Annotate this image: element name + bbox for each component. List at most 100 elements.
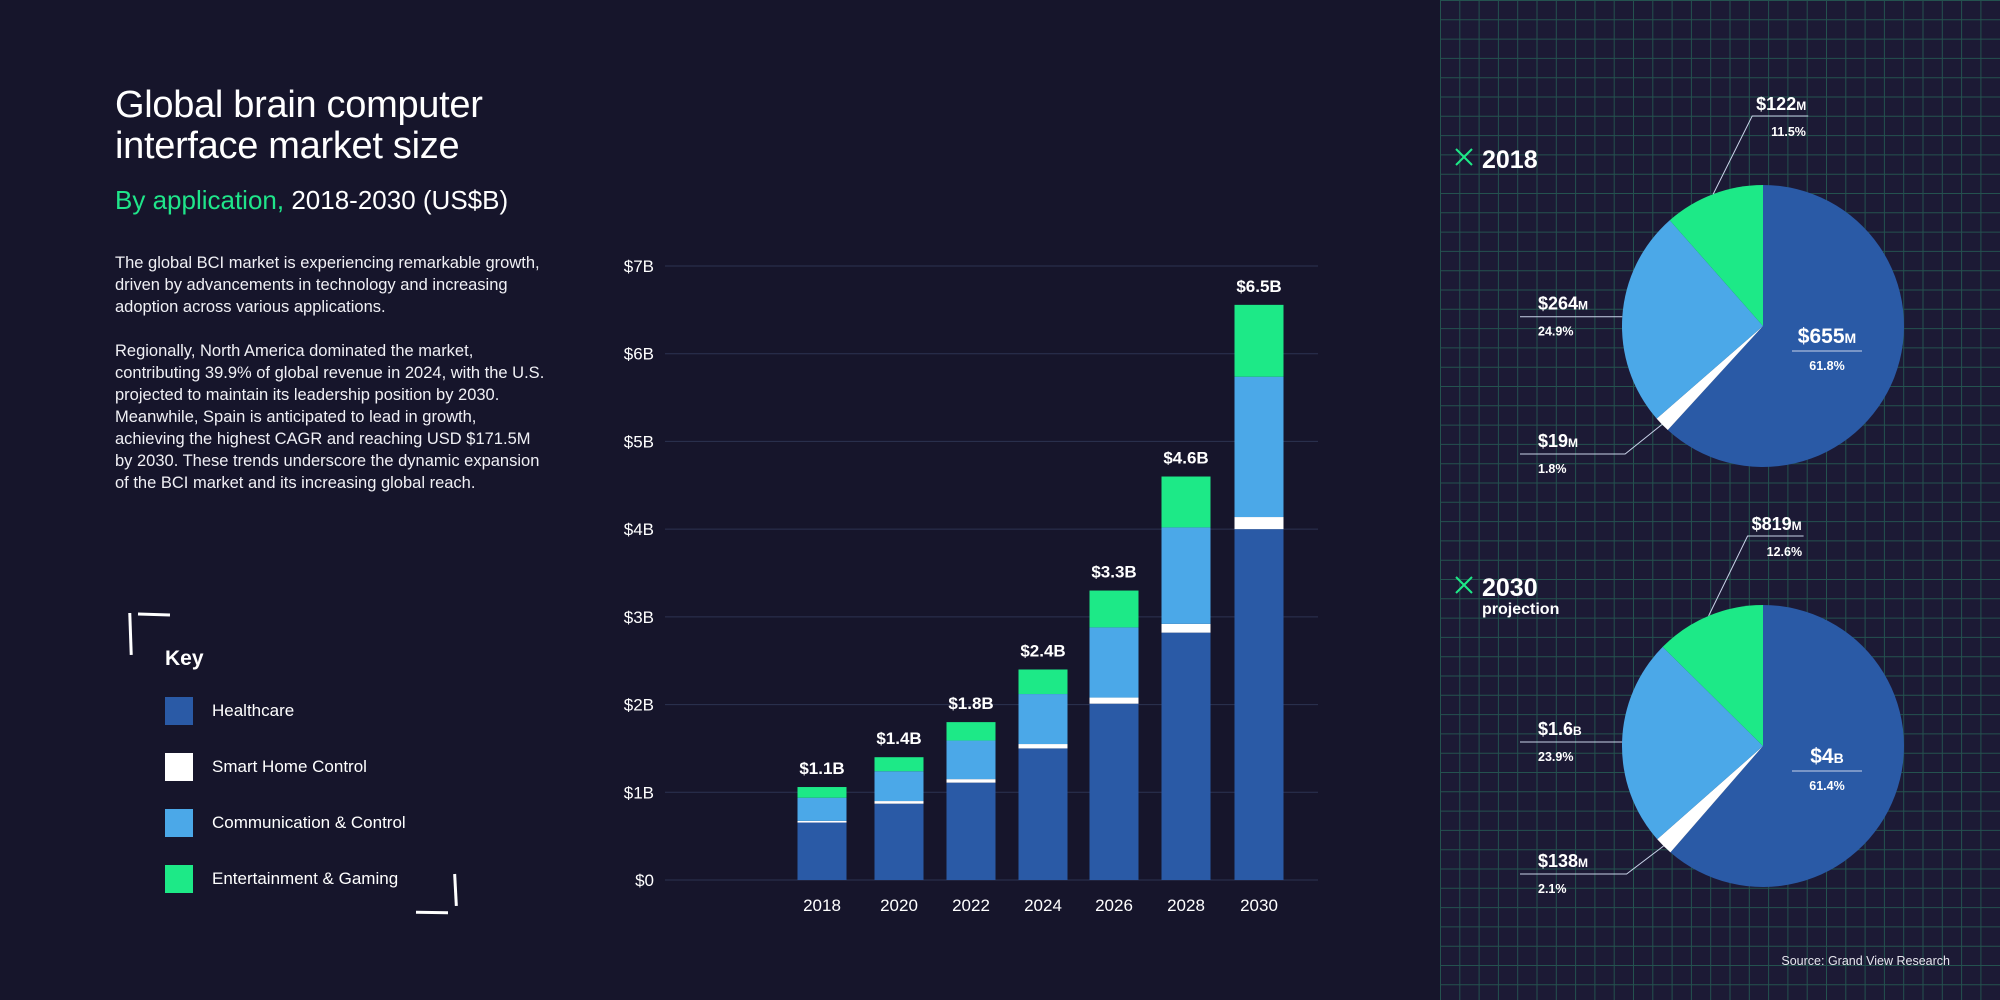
bar-segment — [1161, 623, 1211, 633]
slice-amount: $264 — [1538, 294, 1578, 314]
y-tick-label: $0 — [635, 871, 654, 890]
legend-swatch-healthcare — [165, 697, 193, 725]
x-tick-label: 2024 — [1024, 896, 1062, 915]
slice-amount: $1.6 — [1538, 719, 1573, 739]
leader-line — [1520, 845, 1664, 875]
pie-title: 2018 — [1482, 146, 1538, 174]
slice-unit: M — [1578, 299, 1588, 313]
bar-segment — [1161, 476, 1211, 528]
slice-value-label: $4B — [1810, 745, 1843, 768]
legend-label: Smart Home Control — [212, 757, 367, 776]
slice-value-label: $655M — [1798, 325, 1856, 348]
pie-chart-panel: 2018$655M61.8%$122M11.5%$264M24.9%$19M1.… — [1440, 0, 2000, 1000]
y-tick-label: $6B — [624, 345, 654, 364]
legend-swatch-smart-home — [165, 753, 193, 781]
x-tick-label: 2022 — [952, 896, 990, 915]
x-marker-stroke — [1455, 148, 1473, 166]
legend-swatch-communication — [165, 809, 193, 837]
slice-percent-label: 24.9% — [1538, 325, 1573, 339]
slice-value-label: $19M — [1538, 431, 1578, 451]
pie-slice — [1622, 646, 1763, 840]
bar-total-label: $3.3B — [1091, 563, 1136, 582]
legend-label: Healthcare — [212, 701, 295, 720]
bar-segment — [1018, 694, 1068, 745]
slice-value-label: $264M — [1538, 294, 1588, 314]
bar-segment — [797, 797, 847, 821]
y-tick-label: $3B — [624, 608, 654, 627]
bar-segment — [1018, 669, 1068, 695]
bar-segment — [1089, 703, 1139, 880]
slice-amount: $4 — [1810, 745, 1834, 768]
slice-unit: M — [1578, 856, 1588, 870]
subtitle-accent: By application, — [115, 185, 285, 215]
intro-paragraph: The global BCI market is experiencing re… — [115, 254, 540, 316]
intro-panel: Global brain computer interface market s… — [115, 85, 545, 494]
slice-amount: $19 — [1538, 431, 1568, 451]
bar-segment — [946, 740, 996, 780]
page-title: Global brain computer interface market s… — [115, 85, 545, 167]
y-tick-label: $1B — [624, 783, 654, 802]
stacked-bar-chart: $0 $1B $2B $3B $4B $5B $6B $7B $1.1B 2018 $1.4B 202… — [624, 257, 1318, 915]
slice-unit: M — [1792, 519, 1802, 533]
slice-value-label: $1.6B — [1538, 719, 1582, 739]
legend-item-communication: Communication & Control — [165, 809, 406, 837]
x-tick-label: 2020 — [880, 896, 918, 915]
regional-paragraph: Regionally, North America dominated the … — [115, 342, 545, 492]
bar-total-label: $1.4B — [876, 729, 921, 748]
slice-value-label: $819M — [1752, 514, 1802, 534]
bar-segment — [874, 757, 924, 772]
pie-slice — [1662, 605, 1763, 746]
x-tick-label: 2026 — [1095, 896, 1133, 915]
bar-segment — [1234, 517, 1284, 530]
slice-percent-label: 1.8% — [1538, 462, 1567, 476]
slice-percent-label: 23.9% — [1538, 750, 1573, 764]
bar-segment — [1089, 590, 1139, 628]
pie-slice — [1667, 185, 1905, 467]
slice-amount: $819 — [1752, 514, 1792, 534]
bar-segment — [1161, 632, 1211, 880]
bar-segment — [1018, 744, 1068, 749]
subtitle-range: 2018-2030 (US$B) — [284, 185, 509, 215]
pie-slice — [1621, 220, 1763, 419]
title-line-2: interface market size — [115, 125, 460, 167]
y-tick-label: $2B — [624, 696, 654, 715]
bar-total-label: $4.6B — [1163, 449, 1208, 468]
legend-item-entertainment: Entertainment & Gaming — [165, 865, 398, 893]
pie-title: 2030 — [1482, 574, 1538, 602]
y-tick-label: $5B — [624, 432, 654, 451]
bar-segment — [1089, 697, 1139, 704]
slice-amount: $122 — [1756, 94, 1796, 114]
title-line-1: Global brain computer — [115, 84, 483, 126]
x-tick-label: 2018 — [803, 896, 841, 915]
legend-item-healthcare: Healthcare — [165, 697, 294, 725]
x-marker-icon — [1455, 148, 1473, 166]
corner-mark-top-left — [137, 612, 171, 617]
pie-slice — [1657, 746, 1763, 853]
bar-segment — [946, 782, 996, 880]
x-tick-label: 2028 — [1167, 896, 1205, 915]
bar-total-label: $1.1B — [799, 759, 844, 778]
slice-percent-label: 61.8% — [1809, 359, 1844, 373]
bar-segment — [1161, 527, 1211, 624]
bar-segment — [1234, 529, 1284, 880]
slice-unit: M — [1845, 330, 1857, 346]
slice-amount: $138 — [1538, 851, 1578, 871]
source-note: Source: Grand View Research — [1781, 954, 1950, 968]
legend-item-smart-home: Smart Home Control — [165, 753, 367, 781]
bar-segment — [874, 771, 924, 802]
legend-label: Communication & Control — [212, 813, 406, 832]
bar-segment — [1089, 627, 1139, 698]
slice-unit: B — [1573, 724, 1582, 738]
pie-slice — [1656, 326, 1763, 430]
corner-mark-bottom-right — [415, 910, 449, 914]
bar-segment — [946, 722, 996, 741]
slice-value-label: $122M — [1756, 94, 1806, 114]
slice-unit: M — [1796, 99, 1806, 113]
bar-segment — [797, 787, 847, 798]
pie-slice — [1669, 184, 1763, 326]
bar-segment — [1234, 376, 1284, 518]
y-tick-label: $7B — [624, 257, 654, 276]
bar-segment — [797, 822, 847, 880]
bar-segment — [1234, 304, 1284, 377]
corner-mark-top-left — [128, 612, 133, 656]
